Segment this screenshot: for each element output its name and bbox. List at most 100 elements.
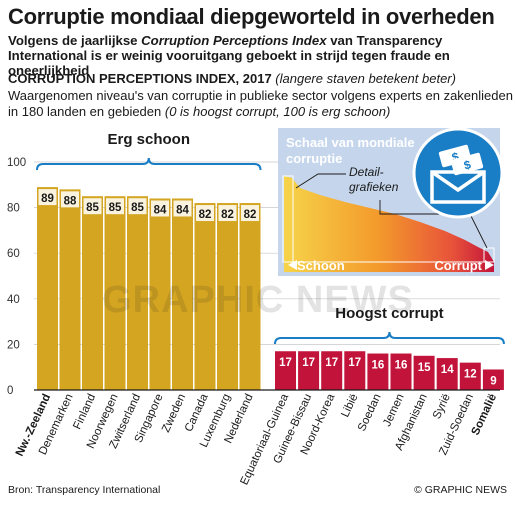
inset-detail-box-right bbox=[483, 247, 495, 263]
value-label-bg bbox=[38, 189, 57, 206]
bar bbox=[436, 358, 458, 390]
value-label-bg bbox=[218, 205, 237, 222]
bar bbox=[367, 353, 389, 390]
subtitle-prefix: Volgens de jaarlijkse bbox=[8, 33, 142, 48]
inset-arrow-right bbox=[485, 260, 494, 270]
y-tick-label: 0 bbox=[7, 385, 13, 397]
bar bbox=[275, 351, 296, 390]
value-label: 14 bbox=[441, 364, 454, 376]
svg-text:$: $ bbox=[462, 157, 472, 172]
value-label: 15 bbox=[418, 362, 431, 374]
inset-detail-label-1: Detail- bbox=[349, 165, 384, 179]
inset-arrow-left bbox=[288, 260, 297, 270]
value-label: 85 bbox=[86, 202, 99, 214]
description: Waargenomen niveau's van corruptie in pu… bbox=[8, 88, 513, 120]
x-axis-labels: Nw.-ZeelandDenemarkenFinlandNoorwegenZwi… bbox=[14, 392, 499, 487]
value-label: 88 bbox=[64, 195, 77, 207]
inset-title-line2: corruptie bbox=[286, 151, 342, 166]
cpi-heading: CORRUPTION PERCEPTIONS INDEX, 2017 (lang… bbox=[8, 71, 456, 86]
value-label-bg bbox=[151, 200, 169, 217]
value-label: 82 bbox=[199, 209, 212, 221]
value-label: 17 bbox=[302, 357, 315, 369]
inset-pointer-left bbox=[295, 173, 346, 189]
bar bbox=[459, 362, 481, 390]
cpi-heading-note: (langere staven betekent beter) bbox=[275, 71, 456, 86]
inset-right-label: Corrupt bbox=[434, 258, 482, 273]
y-tick-label: 100 bbox=[7, 157, 26, 169]
source-note: Bron: Transparency International bbox=[8, 484, 161, 496]
group-brackets: Erg schoon Hoogst corrupt bbox=[36, 131, 505, 345]
inset-panel: Schaal van mondiale corruptie Detail- gr… bbox=[278, 127, 504, 276]
value-label: 85 bbox=[109, 202, 122, 214]
value-label-bg bbox=[241, 205, 259, 222]
bar bbox=[104, 196, 126, 390]
bar bbox=[149, 198, 171, 390]
bar bbox=[172, 198, 193, 390]
y-tick-label: 60 bbox=[7, 248, 20, 260]
inset-detail-label-2: grafieken bbox=[349, 180, 399, 194]
value-label: 16 bbox=[395, 360, 408, 372]
bar bbox=[482, 369, 504, 390]
y-tick-label: 80 bbox=[7, 203, 20, 215]
bar bbox=[127, 196, 148, 390]
value-label-bg bbox=[173, 200, 192, 217]
description-italic: (0 is hoogst corrupt, 100 is erg schoon) bbox=[164, 104, 391, 119]
y-tick-label: 20 bbox=[7, 339, 20, 351]
bar bbox=[59, 189, 81, 390]
bar bbox=[217, 203, 238, 390]
group-label-clean: Erg schoon bbox=[107, 131, 190, 148]
x-tick-label: Syrië bbox=[431, 392, 453, 421]
bars bbox=[37, 187, 504, 390]
value-label-bg bbox=[61, 191, 79, 208]
value-label: 82 bbox=[221, 209, 234, 221]
group-label-corrupt: Hoogst corrupt bbox=[335, 305, 443, 322]
bar bbox=[37, 187, 58, 390]
value-label: 16 bbox=[372, 360, 385, 372]
value-label: 84 bbox=[176, 204, 189, 216]
bar bbox=[239, 203, 261, 390]
inset-pointer-right bbox=[379, 200, 488, 249]
copyright: © GRAPHIC NEWS bbox=[414, 484, 507, 496]
inset-left-label: Schoon bbox=[297, 258, 345, 273]
cpi-heading-name: CORRUPTION PERCEPTIONS INDEX, 2017 bbox=[8, 71, 272, 86]
bar bbox=[390, 353, 412, 390]
x-tick-label: Jemen bbox=[381, 392, 406, 428]
value-label: 12 bbox=[464, 369, 477, 381]
x-tick-label: Soedan bbox=[356, 392, 384, 433]
subtitle-suffix: van Transparency International is er wei… bbox=[8, 33, 450, 78]
bar bbox=[344, 351, 366, 390]
bar bbox=[298, 351, 320, 390]
value-label-bg bbox=[196, 205, 214, 222]
page-title: Corruptie mondiaal diepgeworteld in over… bbox=[8, 4, 495, 29]
bar bbox=[413, 355, 435, 390]
svg-text:$: $ bbox=[450, 149, 460, 164]
value-label-bg bbox=[128, 198, 147, 215]
inset-title-line1: Schaal van mondiale bbox=[286, 135, 415, 150]
y-axis: 0 20 40 60 80 100 bbox=[7, 157, 500, 397]
x-tick-label: Libië bbox=[339, 392, 360, 419]
value-label: 84 bbox=[154, 204, 167, 216]
bar bbox=[194, 203, 216, 390]
subtitle-index-name: Corruption Perceptions Index bbox=[141, 33, 327, 48]
watermark: GRAPHIC NEWS bbox=[102, 279, 414, 321]
value-label: 85 bbox=[131, 202, 144, 214]
value-labels: 89 88 85 85 85 84 84 82 82 82 17 17 17 17 16 16 15 14 12 9 bbox=[38, 189, 497, 387]
bracket-corrupt bbox=[274, 331, 505, 345]
value-label: 17 bbox=[348, 357, 361, 369]
bar bbox=[321, 351, 343, 390]
value-label: 17 bbox=[279, 357, 292, 369]
value-label-bg bbox=[83, 198, 102, 215]
money-envelope-icon: $ $ bbox=[412, 127, 504, 219]
y-tick-label: 40 bbox=[7, 294, 20, 306]
bracket-clean bbox=[36, 157, 262, 171]
value-label: 89 bbox=[41, 193, 54, 205]
value-label: 82 bbox=[244, 209, 257, 221]
description-text: Waargenomen niveau's van corruptie in pu… bbox=[8, 88, 513, 119]
inset-area-curve bbox=[284, 176, 494, 272]
value-label-bg bbox=[106, 198, 124, 215]
subtitle: Volgens de jaarlijkse Corruption Percept… bbox=[8, 33, 508, 78]
value-label: 9 bbox=[490, 375, 496, 387]
bar bbox=[82, 196, 103, 390]
